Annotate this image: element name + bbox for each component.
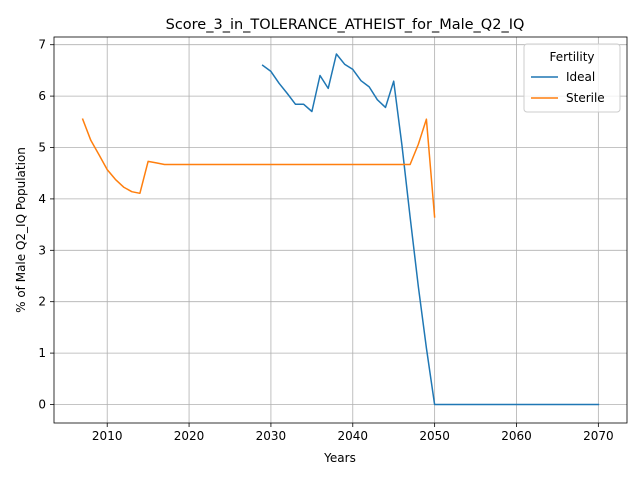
chart-title: Score_3_in_TOLERANCE_ATHEIST_for_Male_Q2… <box>166 17 525 33</box>
y-tick-label: 6 <box>38 89 46 103</box>
y-tick-label: 4 <box>38 192 46 206</box>
x-tick-label: 2010 <box>92 429 123 443</box>
y-tick-label: 2 <box>38 295 46 309</box>
y-tick-label: 0 <box>38 397 46 411</box>
x-tick-label: 2020 <box>174 429 205 443</box>
axis-ticks: 2010 2020 2030 2040 2050 2060 2070 0 1 2 3 4 5 6 7 <box>38 38 613 443</box>
x-tick-label: 2060 <box>501 429 532 443</box>
y-tick-label: 7 <box>38 38 46 52</box>
y-tick-label: 1 <box>38 346 46 360</box>
y-tick-label: 5 <box>38 141 46 155</box>
legend-title: Fertility <box>549 50 594 64</box>
series-line-ideal <box>261 53 600 406</box>
series-line-sterile <box>81 118 436 218</box>
x-tick-label: 2040 <box>338 429 369 443</box>
legend: Fertility Ideal Sterile <box>523 43 621 113</box>
grid-lines <box>54 37 627 423</box>
x-axis-label: Years <box>323 451 356 465</box>
legend-label-sterile: Sterile <box>566 91 605 105</box>
x-tick-label: 2070 <box>583 429 614 443</box>
x-tick-label: 2050 <box>419 429 450 443</box>
x-tick-label: 2030 <box>256 429 287 443</box>
series-lines <box>81 53 600 406</box>
y-axis-label: % of Male Q2_IQ Population <box>14 147 28 313</box>
legend-box <box>523 43 621 113</box>
plot-frame <box>53 36 628 424</box>
legend-label-ideal: Ideal <box>566 70 595 84</box>
y-tick-label: 3 <box>38 243 46 257</box>
